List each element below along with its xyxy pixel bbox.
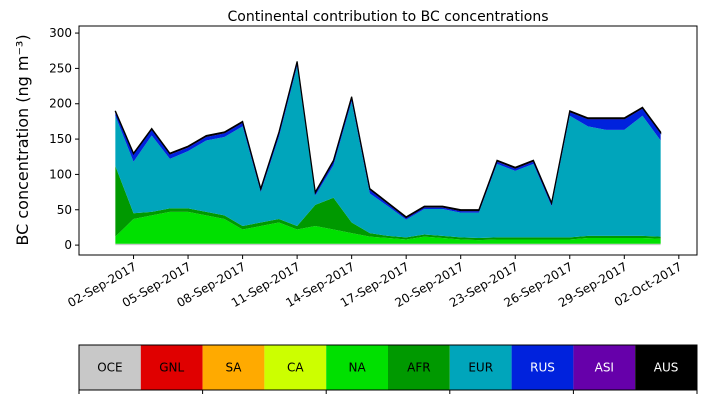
legend-frame xyxy=(78,344,698,391)
legend-swatch xyxy=(511,345,574,390)
legend-swatch xyxy=(264,345,327,390)
legend-label: RUS xyxy=(530,361,555,375)
legend-label: ASI xyxy=(595,361,614,375)
y-tick-label: 300 xyxy=(49,26,72,40)
area xyxy=(115,66,661,239)
legend-label: SA xyxy=(225,361,242,375)
plot-frame xyxy=(78,25,698,256)
y-tick-label: 0 xyxy=(64,238,72,252)
legend-swatch xyxy=(202,345,265,390)
legend-swatch xyxy=(388,345,450,390)
area xyxy=(114,61,662,219)
y-tick-label: 200 xyxy=(49,97,72,111)
legend-label: NA xyxy=(349,361,367,375)
legend-label: GNL xyxy=(159,361,184,375)
legend-swatch xyxy=(635,345,697,390)
legend-label: AUS xyxy=(654,361,679,375)
legend-swatch xyxy=(326,345,388,390)
legend-swatch xyxy=(573,345,636,390)
y-axis-label: BC concentration (ng m⁻³) xyxy=(13,34,32,245)
legend-swatch xyxy=(79,345,141,390)
legend-swatch xyxy=(140,345,203,390)
y-tick-label: 150 xyxy=(49,132,72,146)
legend-label: OCE xyxy=(97,361,122,375)
y-tick-label: 50 xyxy=(57,203,72,217)
area xyxy=(115,243,661,246)
y-tick-label: 250 xyxy=(49,61,72,75)
chart-title: Continental contribution to BC concentra… xyxy=(227,9,548,25)
area xyxy=(115,211,661,244)
legend-label: EUR xyxy=(468,361,493,375)
legend-label: CA xyxy=(287,361,304,375)
legend-label: AFR xyxy=(407,361,430,375)
legend-swatch xyxy=(449,345,512,390)
y-tick-label: 100 xyxy=(49,167,72,181)
